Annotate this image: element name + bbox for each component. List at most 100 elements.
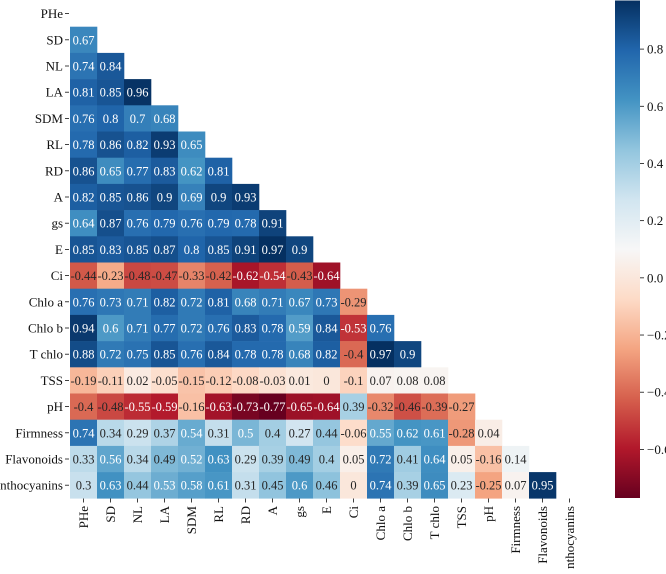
cell-value-label: 0.81 (208, 295, 230, 309)
cell-value-label: 0.56 (100, 453, 122, 467)
cell-value-label: -0.16 (475, 453, 501, 467)
cell-value-label: 0.65 (100, 164, 122, 178)
cell-value-label: 0.72 (181, 295, 203, 309)
heatmap-cell (97, 393, 125, 420)
heatmap-cell (259, 210, 287, 237)
heatmap-cell (151, 262, 179, 289)
y-tick-label: Firmness (15, 425, 63, 440)
y-tick-label: TSS (41, 373, 63, 388)
cell-value-label: 0.31 (235, 479, 257, 493)
heatmap-cell (421, 393, 449, 420)
cell-value-label: 0.75 (127, 348, 149, 362)
y-tick-label: RD (45, 163, 63, 178)
heatmap-cell (313, 445, 341, 473)
cell-value-label: 0.84 (316, 322, 339, 336)
x-tick-label: LA (157, 505, 172, 523)
heatmap-cell (97, 105, 125, 132)
heatmap-cell (259, 367, 287, 394)
cell-value-label: 0.76 (73, 295, 95, 309)
colorbar: 0.8 0.6 0.4 0.2 0.0 −0.2 −0.4 −0.6 (615, 0, 666, 498)
heatmap-cell (502, 445, 530, 473)
cell-value-label: 0.85 (73, 243, 95, 257)
heatmap-cell (421, 472, 449, 499)
cell-value-label: -0.77 (259, 400, 285, 414)
cell-value-label: 0.53 (154, 479, 176, 493)
cell-value-label: 0.96 (127, 86, 149, 100)
heatmap-cell (286, 288, 314, 316)
cell-value-label: 0.3 (76, 479, 92, 493)
cell-value-label: -0.53 (340, 322, 366, 336)
cell-value-label: 0.05 (343, 453, 365, 467)
heatmap-cell (232, 262, 260, 289)
heatmap-cell (151, 105, 179, 132)
cell-value-label: 0.84 (208, 348, 231, 362)
heatmap-cell (178, 236, 206, 263)
cell-value-label: 0.37 (154, 426, 176, 440)
cell-value-label: 0.33 (73, 453, 95, 467)
heatmap-cell (205, 472, 233, 499)
cell-value-label: 0.63 (100, 479, 122, 493)
cell-value-label: -0.42 (205, 269, 231, 283)
colorbar-tick-label: 0.0 (647, 270, 663, 285)
heatmap-cell (97, 262, 125, 289)
cell-value-label: 0.74 (370, 479, 393, 493)
heatmap-cell (124, 183, 152, 211)
heatmap-cell (448, 393, 476, 420)
cell-value-label: 0.81 (208, 164, 230, 178)
heatmap-cell (70, 367, 98, 394)
heatmap-cell (259, 262, 287, 289)
heatmap-cell (70, 236, 98, 263)
cell-value-label: 0.8 (184, 243, 200, 257)
heatmap-cell (70, 472, 98, 499)
cell-value-label: 0.79 (154, 217, 176, 231)
heatmap-cell (70, 393, 98, 420)
heatmap-cell (124, 367, 152, 394)
cell-value-label: -0.48 (97, 400, 123, 414)
heatmap-cell (286, 262, 314, 289)
heatmap-cell (205, 288, 233, 316)
cell-value-label: -0.4 (344, 348, 365, 362)
cell-value-label: -0.19 (70, 374, 96, 388)
heatmap-cell (286, 445, 314, 473)
heatmap-cell (232, 236, 260, 263)
x-tick-label: Flavonoids (535, 506, 550, 564)
heatmap-cell (124, 472, 152, 499)
cell-value-label: 0 (350, 479, 356, 493)
cell-value-label: 0.65 (424, 479, 446, 493)
heatmap-cell (124, 210, 152, 237)
cell-value-label: -0.11 (98, 374, 124, 388)
cell-value-label: 0.9 (157, 191, 173, 205)
heatmap-cell (313, 341, 341, 368)
cell-value-label: 0.34 (127, 453, 150, 467)
y-tick-label: T chlo (30, 347, 63, 362)
heatmap-cell (178, 210, 206, 237)
heatmap-cell (70, 210, 98, 237)
heatmap-cell (97, 445, 125, 473)
heatmap-cell (178, 341, 206, 368)
heatmap-cell (97, 341, 125, 368)
cell-value-label: 0.68 (235, 295, 257, 309)
cell-value-label: 0.61 (424, 426, 446, 440)
heatmap-cell (421, 419, 449, 447)
heatmap-cell (367, 472, 395, 499)
y-tick-label: NL (46, 59, 63, 74)
heatmap-cell (151, 236, 179, 263)
heatmap-cell (232, 183, 260, 211)
cell-value-label: -0.44 (70, 269, 97, 283)
heatmap-cell (232, 419, 260, 447)
x-tick-label: RL (211, 506, 226, 523)
cell-value-label: 0.64 (424, 453, 447, 467)
cell-value-label: -0.65 (286, 400, 312, 414)
cell-value-label: 0.08 (424, 374, 446, 388)
heatmap-cell (448, 472, 476, 499)
heatmap-cell (97, 131, 125, 158)
heatmap-cell (70, 79, 98, 106)
heatmap-cell (205, 419, 233, 447)
heatmap-cell (367, 367, 395, 394)
heatmap-cell (124, 341, 152, 368)
heatmap-cell (340, 314, 368, 342)
heatmap-cell (475, 419, 503, 447)
cell-value-label: -0.25 (475, 479, 501, 493)
cell-value-label: 0.04 (478, 426, 501, 440)
heatmap-cell (97, 314, 125, 342)
